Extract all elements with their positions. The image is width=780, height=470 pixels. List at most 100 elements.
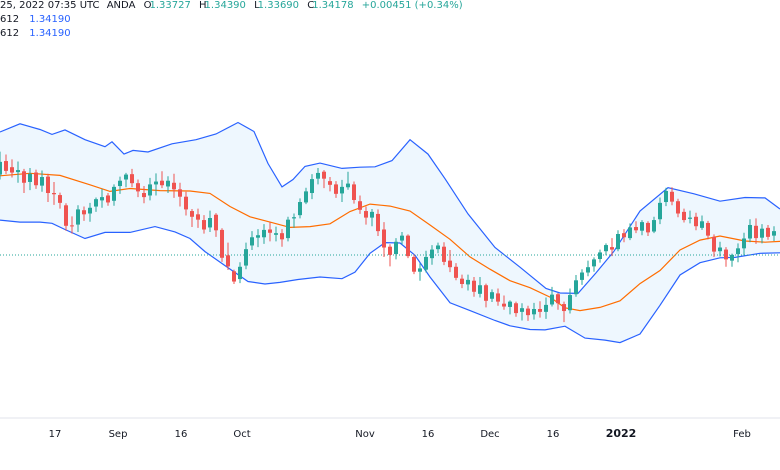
candle-body [628, 227, 632, 239]
candle [514, 301, 518, 317]
candle [754, 218, 758, 244]
candle-body [520, 308, 524, 312]
candle [322, 170, 326, 189]
candle-body [370, 211, 374, 218]
candle-body [736, 248, 740, 255]
candle-body [664, 190, 668, 203]
candle [112, 184, 116, 206]
candle-body [250, 237, 254, 246]
candle [64, 203, 68, 231]
candle-body [592, 259, 596, 267]
candle-body [310, 179, 314, 194]
candle [160, 171, 164, 189]
candle [730, 253, 734, 267]
candle-body [88, 207, 92, 214]
candle [760, 224, 764, 244]
candle-body [670, 191, 674, 202]
candle-body [352, 184, 356, 200]
candlesticks [0, 151, 776, 323]
candle [634, 221, 638, 234]
candle [316, 168, 320, 185]
close-label: C [307, 0, 315, 11]
indicator-1-value: 1.34190 [29, 14, 71, 25]
candle [346, 171, 350, 190]
time-axis: 17 Sep 16 Oct Nov 16 Dec 16 2022 Feb [0, 417, 780, 440]
candle [424, 250, 428, 273]
candle [82, 206, 86, 221]
candle-body [550, 294, 554, 305]
candle-body [418, 268, 422, 272]
candle [262, 224, 266, 244]
candle-body [334, 184, 338, 194]
candle-body [448, 260, 452, 268]
band-fill [0, 122, 780, 343]
candle [40, 170, 44, 192]
candle-body [478, 285, 482, 294]
candle-body [136, 183, 140, 192]
candle-body [574, 280, 578, 295]
candle-body [214, 214, 218, 231]
candle [244, 242, 248, 270]
candle-body [0, 161, 2, 175]
candle-body [760, 228, 764, 238]
candle [274, 226, 278, 242]
candle-body [106, 195, 110, 203]
candle-body [376, 213, 380, 232]
candle [520, 303, 524, 321]
candle-body [604, 245, 608, 252]
candle [628, 223, 632, 241]
candle [118, 176, 122, 194]
candle [310, 174, 314, 200]
candle [574, 274, 578, 297]
candle [742, 232, 746, 256]
candle-body [484, 285, 488, 301]
candle-body [496, 293, 500, 302]
candle [478, 277, 482, 298]
basis-line [0, 172, 780, 312]
candle [130, 168, 134, 188]
candle [190, 209, 194, 228]
candle-body [94, 199, 98, 207]
candle [106, 193, 110, 206]
candle-body [718, 247, 722, 252]
candle [406, 234, 410, 259]
candle-body [28, 173, 32, 182]
candle-body [202, 220, 206, 230]
candle [178, 182, 182, 207]
candle [220, 228, 224, 262]
candle [568, 288, 572, 314]
candle-body [298, 202, 302, 216]
candle-body [646, 222, 650, 233]
candle [460, 274, 464, 289]
candle-body [364, 211, 368, 218]
candle-body [22, 171, 26, 183]
candle-body [640, 222, 644, 231]
source-fragment: ANDA [106, 0, 136, 11]
candle [28, 168, 32, 191]
candle [658, 197, 662, 225]
candle-body [622, 233, 626, 238]
candle [436, 242, 440, 254]
candle-body [706, 222, 710, 236]
candle-body [190, 211, 194, 217]
x-axis-tick-label: Feb [733, 429, 751, 440]
candle [382, 222, 386, 257]
candle-body [52, 193, 56, 195]
chart-title-fragment: 25, 2022 07:35 UTC [0, 0, 100, 11]
candle-body [586, 267, 590, 273]
candle-body [472, 280, 476, 292]
candle [454, 263, 458, 281]
candle-body [10, 167, 14, 173]
candle-body [514, 303, 518, 314]
candle-body [556, 294, 560, 304]
candle-body [412, 256, 416, 272]
candle [46, 173, 50, 203]
candle [166, 176, 170, 194]
candle [280, 229, 284, 247]
candle [340, 179, 344, 203]
candle-body [274, 233, 278, 235]
candle-body [220, 229, 224, 258]
candle-body [292, 217, 296, 219]
candle-body [256, 235, 260, 238]
